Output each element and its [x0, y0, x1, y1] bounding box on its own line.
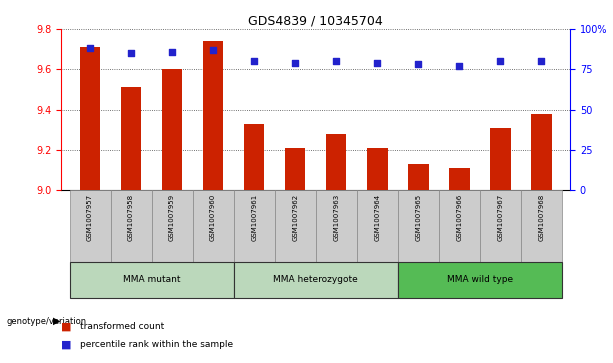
Bar [480, 190, 521, 262]
Bar [110, 190, 151, 262]
Bar [490, 128, 511, 190]
Text: MMA heterozygote: MMA heterozygote [273, 275, 358, 284]
Bar [203, 41, 223, 190]
Bar [357, 190, 398, 262]
Point [249, 58, 259, 64]
Bar [80, 47, 101, 190]
Text: GSM1007964: GSM1007964 [375, 194, 380, 241]
Bar [151, 190, 192, 262]
Bar [69, 190, 110, 262]
Bar [162, 69, 182, 190]
Point [372, 60, 382, 66]
Bar [244, 124, 264, 190]
Text: ■: ■ [61, 322, 72, 332]
Text: GSM1007966: GSM1007966 [456, 194, 462, 241]
Text: genotype/variation: genotype/variation [6, 317, 86, 326]
Point [495, 58, 505, 64]
Bar [275, 190, 316, 262]
Text: GSM1007965: GSM1007965 [415, 194, 421, 241]
Text: GSM1007960: GSM1007960 [210, 194, 216, 241]
Bar [285, 148, 305, 190]
Text: GSM1007967: GSM1007967 [497, 194, 503, 241]
Point [208, 47, 218, 53]
Bar [192, 190, 234, 262]
Bar [234, 190, 275, 262]
Text: ■: ■ [61, 340, 72, 350]
Bar [326, 134, 346, 190]
Text: GSM1007961: GSM1007961 [251, 194, 257, 241]
Point [331, 58, 341, 64]
Point [126, 50, 136, 56]
Bar [521, 190, 562, 262]
Text: GSM1007958: GSM1007958 [128, 194, 134, 241]
Bar [531, 114, 552, 190]
Point [413, 62, 423, 68]
Bar [398, 190, 439, 262]
Point [291, 60, 300, 66]
Point [85, 45, 95, 51]
Bar [398, 262, 562, 298]
Text: ▶: ▶ [53, 316, 61, 326]
Bar [439, 190, 480, 262]
Bar [367, 148, 387, 190]
Text: GSM1007959: GSM1007959 [169, 194, 175, 241]
Text: GSM1007957: GSM1007957 [87, 194, 93, 241]
Text: MMA mutant: MMA mutant [123, 275, 180, 284]
Point [454, 63, 464, 69]
Bar [121, 87, 142, 190]
Bar [234, 262, 398, 298]
Text: GSM1007962: GSM1007962 [292, 194, 298, 241]
Bar [449, 168, 470, 190]
Title: GDS4839 / 10345704: GDS4839 / 10345704 [248, 15, 383, 28]
Text: MMA wild type: MMA wild type [447, 275, 513, 284]
Point [536, 58, 546, 64]
Bar [408, 164, 428, 190]
Text: GSM1007963: GSM1007963 [333, 194, 339, 241]
Text: transformed count: transformed count [80, 322, 164, 331]
Text: percentile rank within the sample: percentile rank within the sample [80, 340, 233, 349]
Text: GSM1007968: GSM1007968 [538, 194, 544, 241]
Point [167, 49, 177, 54]
Bar [69, 262, 234, 298]
Bar [316, 190, 357, 262]
